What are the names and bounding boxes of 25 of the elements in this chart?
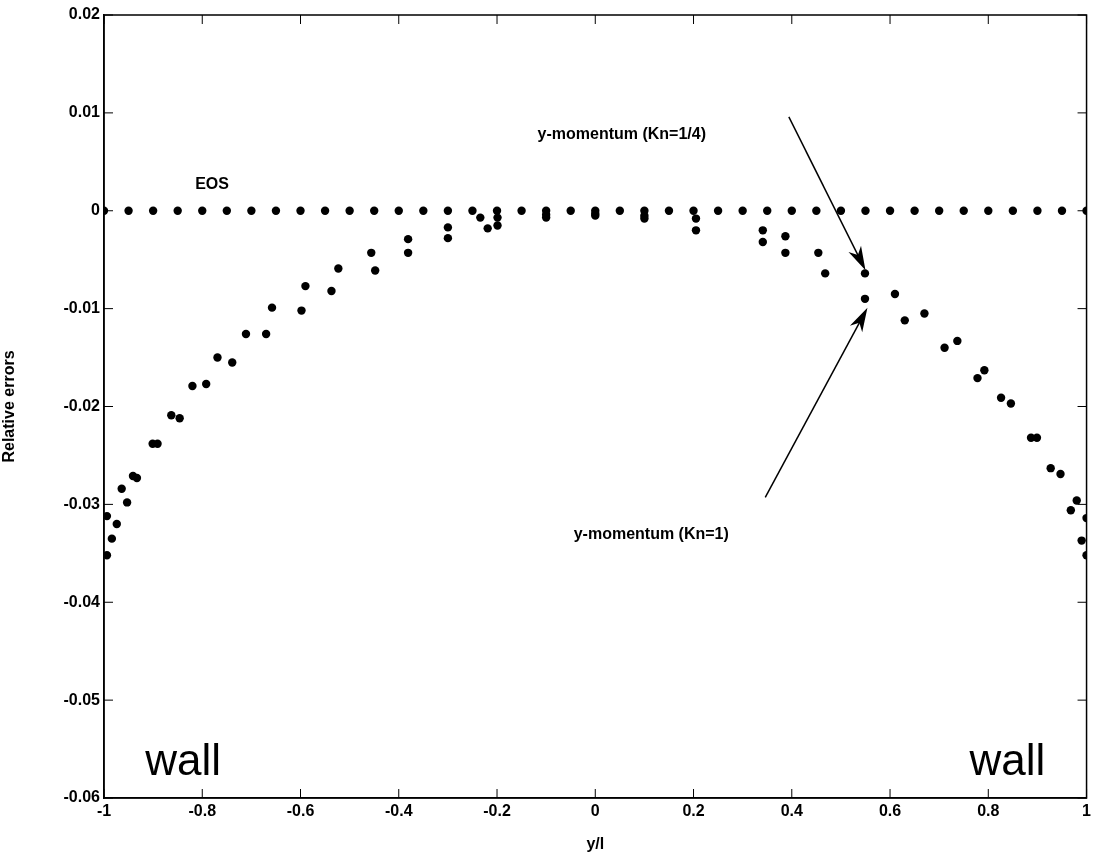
x-tick-label: 0.4: [780, 802, 803, 820]
x-tick-label: 0.2: [682, 802, 705, 820]
x-tick-label: 0.6: [878, 802, 902, 820]
y-tick-label: 0: [91, 201, 101, 219]
y-tick-label: -0.02: [63, 396, 101, 414]
x-tick-label: -0.4: [384, 802, 413, 820]
annotation: EOS: [195, 175, 230, 193]
annotation: wall: [144, 734, 222, 784]
y-tick-label: -0.04: [63, 592, 101, 610]
annotation: wall: [968, 734, 1046, 784]
y-tick-label: -0.01: [63, 299, 101, 317]
x-tick-label: 0: [590, 802, 600, 820]
annotation: y-momentum (Kn=1): [573, 525, 729, 543]
x-tick-label: -0.2: [483, 802, 511, 820]
y-axis-title: Relative errors: [0, 350, 18, 463]
y-tick-label: 0.02: [68, 5, 101, 23]
x-tick-label: -0.6: [286, 802, 315, 820]
x-tick-label: -0.8: [188, 802, 217, 820]
y-tick-label: 0.01: [68, 103, 101, 121]
y-tick-label: -0.03: [63, 494, 101, 512]
annotation: y-momentum (Kn=1/4): [537, 125, 707, 143]
x-axis-title: y/l: [586, 834, 605, 852]
y-tick-label: -0.05: [63, 690, 101, 708]
x-tick-label: 1: [1082, 802, 1092, 820]
x-tick-label: 0.8: [977, 802, 1000, 820]
